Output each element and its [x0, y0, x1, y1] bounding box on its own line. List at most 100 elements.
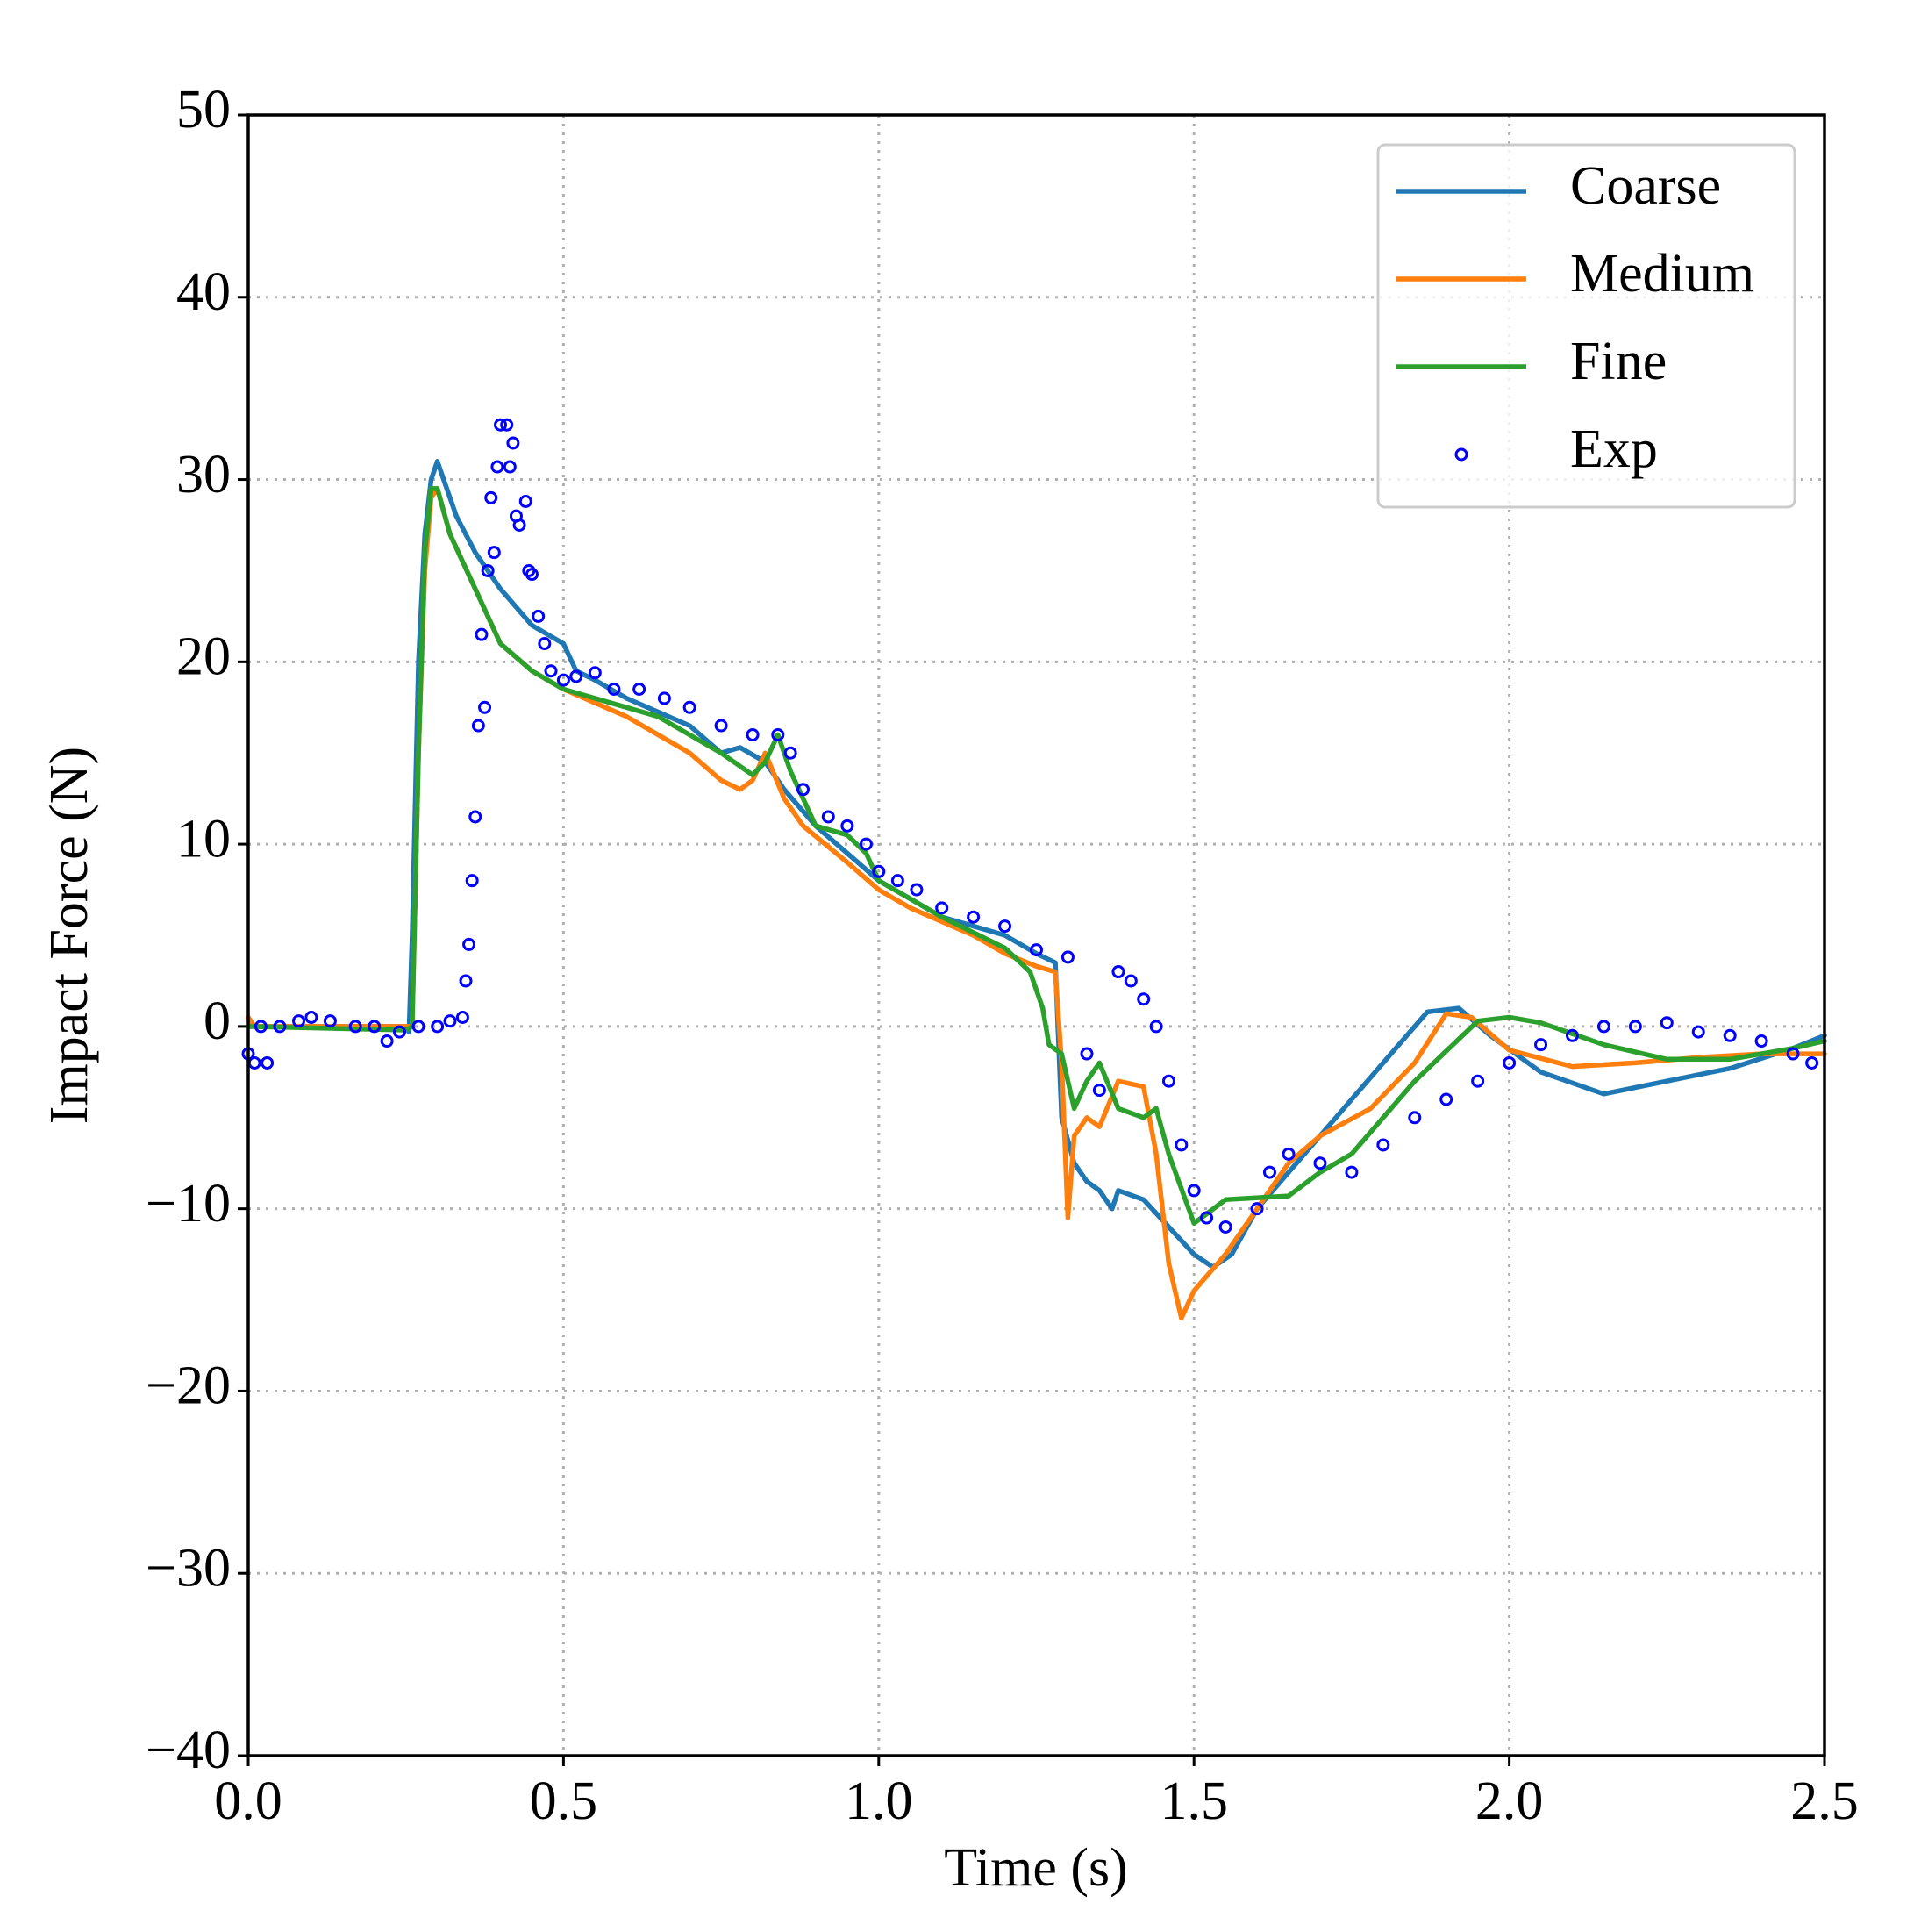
y-tick-label: 0 [204, 991, 231, 1051]
data-point [1805, 1055, 1819, 1070]
data-point [935, 901, 949, 915]
data-point [1660, 1016, 1674, 1030]
x-tick-label: 0.5 [530, 1771, 598, 1831]
data-point [455, 1011, 469, 1024]
data-point [746, 727, 760, 741]
y-tick-label: 10 [176, 809, 231, 869]
data-point [607, 683, 621, 696]
legend-marker [1454, 447, 1468, 462]
data-point [292, 1014, 306, 1028]
data-point [967, 910, 981, 924]
data-point [304, 1011, 318, 1024]
data-point [1080, 1047, 1094, 1061]
data-point [1030, 943, 1043, 957]
data-point [512, 519, 526, 532]
data-point [443, 1014, 457, 1028]
data-point [1408, 1111, 1422, 1125]
data-point [503, 460, 517, 474]
data-point [471, 719, 485, 733]
y-tick-label: 40 [176, 262, 231, 322]
data-point [569, 669, 583, 683]
data-point [525, 568, 539, 582]
data-point [588, 666, 602, 680]
data-point [998, 919, 1012, 934]
data-point [490, 460, 504, 474]
data-point [1175, 1138, 1189, 1152]
data-point [1313, 1156, 1327, 1170]
data-point [1282, 1147, 1296, 1161]
data-point [1111, 965, 1125, 979]
data-point [1534, 1038, 1548, 1052]
data-point [411, 1020, 425, 1034]
data-point [468, 810, 482, 824]
data-point [475, 627, 489, 641]
data-point [1124, 974, 1138, 988]
data-point [632, 683, 646, 696]
data-point [657, 691, 671, 705]
data-point [380, 1034, 394, 1048]
data-point [348, 1020, 362, 1034]
data-point [1218, 1220, 1232, 1234]
legend-label: Medium [1570, 244, 1754, 304]
x-tick-label: 2.5 [1790, 1771, 1859, 1831]
data-point [1691, 1025, 1705, 1039]
data-point [840, 819, 854, 833]
data-point [1137, 992, 1151, 1006]
data-point [500, 418, 514, 432]
data-point [459, 974, 473, 988]
plot-frame [246, 113, 1826, 1757]
y-tick-label: 50 [176, 80, 231, 140]
data-point [796, 783, 811, 797]
data-point [556, 673, 570, 687]
data-point [465, 874, 479, 888]
legend-label: Exp [1570, 419, 1658, 479]
data-point [538, 637, 552, 651]
x-tick-label: 0.0 [214, 1771, 282, 1831]
data-point [1187, 1184, 1201, 1198]
y-tick-label: 30 [176, 445, 231, 504]
data-point [532, 609, 546, 623]
data-point [1262, 1165, 1276, 1179]
data-point [1723, 1028, 1737, 1042]
data-point [783, 746, 797, 760]
y-tick-label: −10 [146, 1174, 231, 1234]
data-point [478, 700, 492, 714]
data-point [431, 1020, 445, 1034]
data-point [1754, 1034, 1768, 1048]
data-point [1503, 1055, 1517, 1070]
y-axis-label: Impact Force (N) [39, 747, 99, 1124]
data-point [890, 874, 904, 888]
data-point [484, 490, 498, 504]
data-point [821, 810, 835, 824]
x-tick-label: 1.0 [845, 1771, 913, 1831]
data-point [714, 719, 728, 733]
data-point [1345, 1165, 1359, 1179]
data-point [1376, 1138, 1390, 1152]
data-point [544, 664, 558, 678]
data-point [506, 436, 520, 450]
data-point [872, 864, 886, 878]
data-point [393, 1025, 407, 1039]
data-point [1439, 1092, 1453, 1106]
y-tick-label: 20 [176, 627, 231, 687]
data-point [462, 937, 476, 951]
data-point [1060, 950, 1075, 964]
data-point [1786, 1047, 1800, 1061]
data-point [368, 1020, 382, 1034]
data-point [261, 1055, 275, 1070]
data-point [273, 1020, 287, 1034]
data-point [1149, 1020, 1163, 1034]
x-tick-label: 2.0 [1475, 1771, 1544, 1831]
data-point [859, 837, 873, 851]
data-point [682, 700, 696, 714]
data-point [1471, 1074, 1485, 1088]
data-point [487, 546, 501, 560]
data-point [494, 418, 508, 432]
y-tick-label: −20 [146, 1356, 231, 1416]
data-point [1200, 1211, 1214, 1225]
data-point [1250, 1202, 1264, 1216]
data-point [1161, 1074, 1175, 1088]
y-tick-label: −40 [146, 1721, 231, 1780]
data-line [246, 486, 1827, 1227]
data-point [1628, 1020, 1642, 1034]
